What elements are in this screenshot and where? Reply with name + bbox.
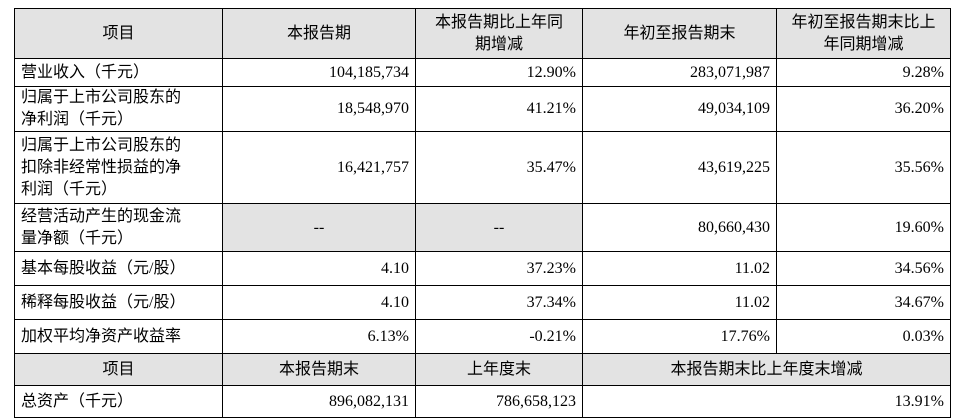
table-cell: 加权平均净资产收益率 xyxy=(14,319,223,354)
table-cell: 37.34% xyxy=(415,285,583,320)
cell-text-line: 归属于上市公司股东的 xyxy=(21,136,182,154)
table-cell: 稀释每股收益（元/股） xyxy=(14,285,223,320)
table-cell: 上年度末 xyxy=(415,353,583,386)
cell-text-line: 本报告期比上年同 xyxy=(434,13,563,31)
table-cell: 16,421,757 xyxy=(222,131,416,204)
data-row: 营业收入（千元） 104,185,734 12.90% 283,071,987 9.28… xyxy=(14,58,951,87)
table-cell: 18,548,970 xyxy=(222,86,416,132)
table-cell: 本报告期 xyxy=(222,8,416,59)
table-cell: 786,658,123 xyxy=(415,385,583,418)
table-cell: 年初至报告期末 xyxy=(582,8,777,59)
table-cell: 37.23% xyxy=(415,251,583,286)
table-cell: 经营活动产生的现金流 量净额（千元） xyxy=(14,203,223,252)
table-cell: 11.02 xyxy=(582,285,777,320)
cell-text-line: 经营活动产生的现金流 xyxy=(21,207,182,225)
data-row: 稀释每股收益（元/股） 4.10 37.34% 11.02 34.67% xyxy=(14,285,951,320)
table-cell: 896,082,131 xyxy=(222,385,416,418)
table-cell: 归属于上市公司股东的 净利润（千元） xyxy=(14,86,223,132)
data-row: 归属于上市公司股东的 扣除非经常性损益的净 利润（千元） 16,421,757 35.4… xyxy=(14,131,951,204)
table-cell: 基本每股收益（元/股） xyxy=(14,251,223,286)
table-cell: 17.76% xyxy=(582,319,777,354)
table-cell: -0.21% xyxy=(415,319,583,354)
table-cell: 营业收入（千元） xyxy=(14,58,223,87)
cell-text-line: 量净额（千元） xyxy=(21,229,134,247)
table-cell: 35.47% xyxy=(415,131,583,204)
cell-text-line: 归属于上市公司股东的 xyxy=(21,89,182,106)
table-cell: 归属于上市公司股东的 扣除非经常性损益的净 利润（千元） xyxy=(14,131,223,204)
table-cell: 80,660,430 xyxy=(582,203,777,252)
table-cell: 283,071,987 xyxy=(582,58,777,87)
data-row: 基本每股收益（元/股） 4.10 37.23% 11.02 34.56% xyxy=(14,251,951,286)
table-cell: 4.10 xyxy=(222,251,416,286)
table-cell: 项目 xyxy=(14,353,223,386)
table-cell: -- xyxy=(415,203,583,252)
table-cell: 本报告期末 xyxy=(222,353,416,386)
data-row: 总资产（千元） 896,082,131 786,658,123 13.91% xyxy=(14,385,951,418)
table-cell: 4.10 xyxy=(222,285,416,320)
header-row: 项目 本报告期末 上年度末 本报告期末比上年度末增减 xyxy=(14,353,951,386)
table-cell: 12.90% xyxy=(415,58,583,87)
table-cell: 34.67% xyxy=(776,285,951,320)
table-cell: 9.28% xyxy=(776,58,951,87)
table-cell: 11.02 xyxy=(582,251,777,286)
data-row: 经营活动产生的现金流 量净额（千元） -- -- 80,660,430 19.60% xyxy=(14,203,951,252)
data-row: 加权平均净资产收益率 6.13% -0.21% 17.76% 0.03% xyxy=(14,319,951,354)
table-cell: 13.91% xyxy=(582,385,951,418)
cell-text-line: 年初至报告期末比上 xyxy=(791,13,936,31)
table-cell: 6.13% xyxy=(222,319,416,354)
data-row: 归属于上市公司股东的 净利润（千元） 18,548,970 41.21% 49,034,… xyxy=(14,86,951,132)
cell-text-line: 扣除非经常性损益的净 xyxy=(21,158,182,176)
table-cell: 49,034,109 xyxy=(582,86,777,132)
table-cell: 34.56% xyxy=(776,251,951,286)
header-row: 项目 本报告期 本报告期比上年同 期增减 年初至报告期末 年初至报告期末比上 年同期增减 xyxy=(14,8,951,59)
table-cell: 104,185,734 xyxy=(222,58,416,87)
table-cell: 41.21% xyxy=(415,86,583,132)
table-cell: 本报告期比上年同 期增减 xyxy=(415,8,583,59)
cell-text-line: 利润（千元） xyxy=(21,180,118,198)
table-cell: 总资产（千元） xyxy=(14,385,223,418)
table-cell: 19.60% xyxy=(776,203,951,252)
table-cell: 43,619,225 xyxy=(582,131,777,204)
table-cell: 项目 xyxy=(14,8,223,59)
table-cell: 本报告期末比上年度末增减 xyxy=(582,353,951,386)
table-cell: 36.20% xyxy=(776,86,951,132)
table-cell: -- xyxy=(222,203,416,252)
table-cell: 0.03% xyxy=(776,319,951,354)
cell-text-line: 年同期增减 xyxy=(823,35,904,53)
table-cell: 年初至报告期末比上 年同期增减 xyxy=(776,8,951,59)
financial-table: 项目 本报告期 本报告期比上年同 期增减 年初至报告期末 年初至报告期末比上 年同期增减 营业… xyxy=(14,8,951,418)
table-cell: 35.56% xyxy=(776,131,951,204)
cell-text-line: 净利润（千元） xyxy=(21,111,134,128)
cell-text-line: 期增减 xyxy=(474,35,523,53)
